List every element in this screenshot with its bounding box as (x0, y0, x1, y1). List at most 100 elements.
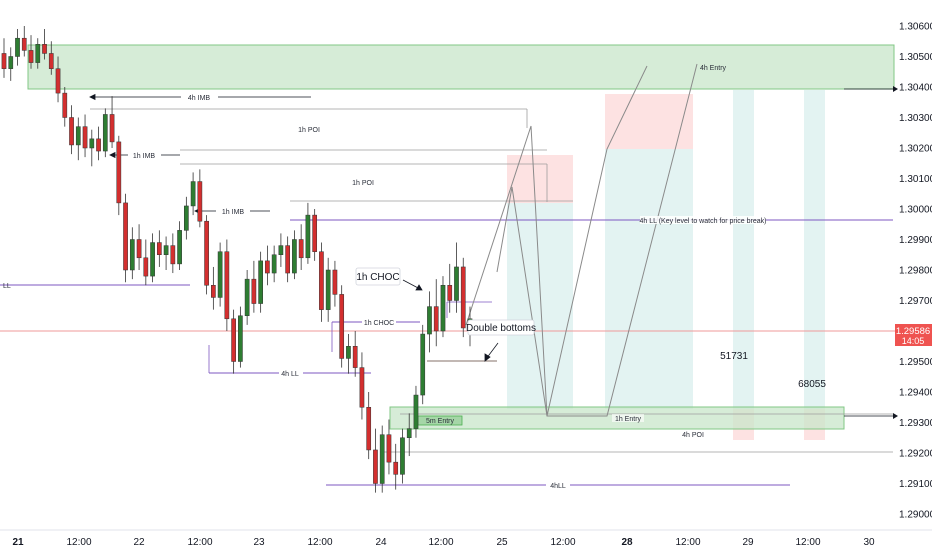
candle[interactable] (177, 221, 182, 270)
candle[interactable] (116, 135, 122, 216)
candle[interactable] (454, 242, 459, 313)
candle[interactable] (332, 260, 338, 307)
candle[interactable] (420, 324, 426, 405)
y-tick-label: 1.29200 (899, 449, 932, 460)
candle[interactable] (440, 276, 446, 338)
candle-body-down (55, 68, 61, 94)
candle[interactable] (352, 331, 358, 377)
candle[interactable] (359, 352, 365, 420)
candle-body-up (238, 315, 243, 362)
candle[interactable] (123, 193, 128, 283)
candle[interactable] (366, 392, 372, 460)
candle[interactable] (109, 96, 115, 148)
candle[interactable] (42, 29, 47, 60)
candle[interactable] (69, 105, 74, 155)
candle[interactable] (28, 35, 34, 69)
candle[interactable] (136, 224, 142, 270)
candle[interactable] (8, 47, 14, 81)
supply-zone-top[interactable] (27, 44, 895, 90)
candle[interactable] (460, 257, 466, 338)
candle[interactable] (379, 425, 385, 493)
candle[interactable] (163, 236, 169, 270)
label-ll-left: LL (3, 283, 11, 290)
candle-body-up (102, 114, 108, 152)
candle-body-up (8, 56, 14, 69)
candle[interactable] (285, 236, 290, 283)
candle[interactable] (271, 245, 277, 283)
current-price-tag[interactable]: 1.29586 14:05 (895, 324, 932, 346)
x-tick-label: 24 (375, 537, 387, 548)
candle[interactable] (204, 215, 209, 295)
candle[interactable] (278, 233, 284, 267)
candle[interactable] (373, 428, 378, 493)
label-imb-4h: 4h IMB (188, 95, 211, 102)
projection-path-2[interactable] (496, 63, 698, 417)
candle[interactable] (244, 270, 250, 325)
candle[interactable] (197, 169, 203, 228)
reward-box-3[interactable] (733, 90, 754, 440)
candle-body-down (433, 306, 439, 332)
candle[interactable] (319, 242, 324, 322)
candle[interactable] (35, 38, 41, 69)
candle[interactable] (339, 285, 345, 368)
y-axis[interactable]: 1.30600 1.30500 1.30400 1.30300 1.30200 1.301… (899, 22, 932, 521)
candle[interactable] (433, 279, 439, 347)
candle[interactable] (231, 309, 236, 374)
candle[interactable] (298, 224, 304, 270)
x-axis[interactable]: 21 12:00 22 12:00 23 12:00 24 12:00 25 12:00 28 12:… (12, 537, 875, 548)
candle[interactable] (258, 251, 263, 313)
candle[interactable] (82, 114, 88, 158)
candle[interactable] (447, 263, 453, 313)
candle[interactable] (400, 428, 405, 484)
callout-double-bottoms: Double bottoms (466, 323, 536, 334)
candle[interactable] (238, 306, 243, 368)
choch-callout-box[interactable] (355, 267, 401, 286)
candle[interactable] (55, 56, 61, 103)
candle[interactable] (217, 242, 223, 307)
candle[interactable] (224, 239, 230, 332)
candle[interactable] (305, 202, 311, 264)
candle[interactable] (1, 38, 7, 78)
candle[interactable] (156, 230, 162, 267)
candle[interactable] (75, 117, 81, 161)
candle[interactable] (89, 129, 95, 167)
candle[interactable] (386, 419, 392, 475)
candle[interactable] (413, 385, 419, 438)
candle[interactable] (190, 172, 196, 216)
candle-body-down (224, 251, 230, 320)
candle[interactable] (211, 266, 216, 310)
candle[interactable] (406, 413, 412, 457)
reward-box-2[interactable] (605, 149, 693, 409)
double-bottoms-callout-box[interactable] (467, 319, 535, 336)
candle[interactable] (62, 87, 68, 127)
candle[interactable] (346, 334, 351, 374)
candle[interactable] (393, 443, 399, 490)
candle-body-down (62, 92, 68, 118)
candle[interactable] (102, 108, 108, 158)
candle[interactable] (184, 196, 189, 240)
candle[interactable] (427, 291, 432, 353)
candle[interactable] (143, 239, 149, 286)
candle[interactable] (170, 233, 176, 274)
candle[interactable] (15, 29, 20, 66)
candle[interactable] (312, 209, 318, 261)
risk-box-2[interactable] (605, 94, 693, 149)
label-entry-4h: 4h Entry (700, 65, 727, 72)
candle[interactable] (325, 257, 331, 322)
y-tick-label: 1.29800 (899, 266, 932, 277)
candle[interactable] (129, 227, 135, 280)
candle[interactable] (21, 26, 27, 57)
candle[interactable] (292, 230, 297, 280)
reward-box-4[interactable] (804, 90, 825, 440)
candle[interactable] (96, 126, 101, 161)
candle[interactable] (251, 260, 257, 313)
candle[interactable] (265, 245, 270, 286)
candle-body-down (28, 50, 34, 63)
reward-box-1[interactable] (507, 203, 573, 409)
risk-box-1[interactable] (507, 155, 573, 203)
callout-choch: 1h CHOC (356, 272, 399, 283)
candle[interactable] (150, 233, 155, 283)
label-ll-4h: 4h LL (281, 371, 299, 378)
candle[interactable] (48, 41, 54, 75)
